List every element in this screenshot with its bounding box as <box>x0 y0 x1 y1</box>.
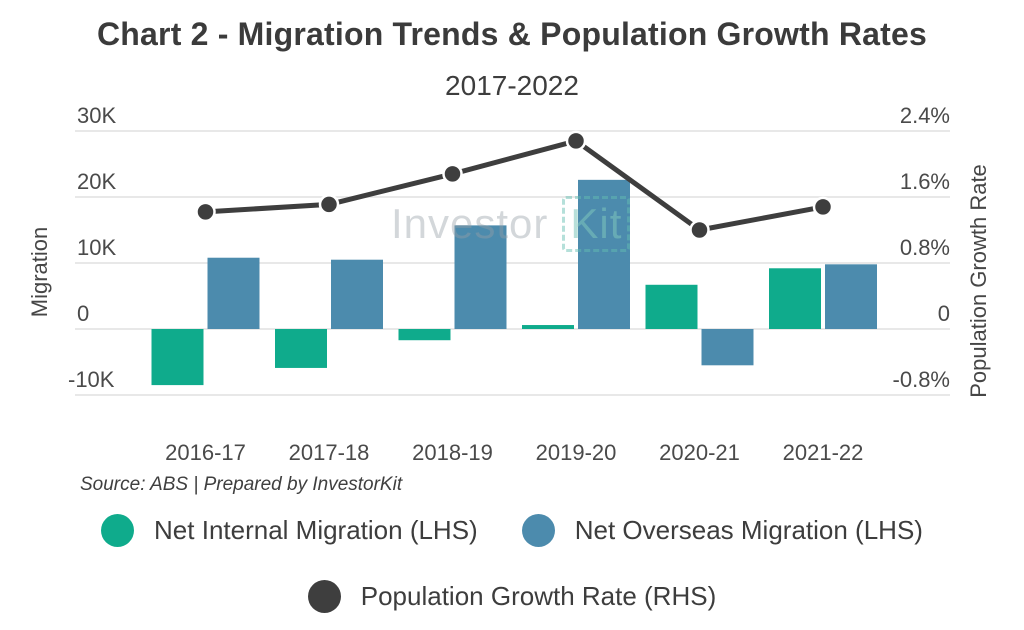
legend-label-growth: Population Growth Rate (RHS) <box>360 581 717 611</box>
chart-title: Chart 2 - Migration Trends & Population … <box>96 16 927 52</box>
right-axis-title: Population Growth Rate <box>966 164 991 398</box>
growth-rate-point-2018-19 <box>442 163 463 185</box>
watermark-investor-text: Investor <box>391 200 549 247</box>
bar-internal-migration-2016-17 <box>151 329 204 386</box>
growth-rate-point-2017-18 <box>318 194 340 215</box>
legend-item-overseas-migration: Net Overseas Migration (LHS) <box>521 514 923 547</box>
growth-rate-line <box>203 138 826 233</box>
growth-rate-point-2020-21 <box>689 219 710 241</box>
legend-row-2: Population Growth Rate (RHS) <box>0 580 1024 613</box>
legend-label-internal: Net Internal Migration (LHS) <box>154 515 478 545</box>
legend-row-1: Net Internal Migration (LHS) Net Oversea… <box>0 514 1024 547</box>
legend-item-growth-rate: Population Growth Rate (RHS) <box>307 580 717 613</box>
legend-item-internal-migration: Net Internal Migration (LHS) <box>101 514 478 547</box>
bar-overseas-migration-2017-18 <box>331 259 383 329</box>
legend-label-overseas: Net Overseas Migration (LHS) <box>574 515 923 545</box>
bar-internal-migration-2021-22 <box>769 268 821 329</box>
bar-overseas-migration-2021-22 <box>825 264 877 329</box>
bar-internal-migration-2019-20 <box>522 325 574 329</box>
watermark: Investor Kit <box>391 196 631 252</box>
chart-subtitle: 2017-2022 <box>445 70 579 101</box>
bar-overseas-migration-2019-20 <box>578 179 630 329</box>
growth-rate-point-2016-17 <box>195 201 216 223</box>
left-axis-title: Migration <box>27 226 52 318</box>
bar-internal-migration-2018-19 <box>398 329 451 341</box>
growth-rate-point-2021-22 <box>812 196 834 218</box>
legend-dot-internal-icon <box>101 514 135 547</box>
bar-overseas-migration-2018-19 <box>454 225 507 329</box>
growth-rate-point-2019-20 <box>565 130 587 152</box>
bar-internal-migration-2020-21 <box>645 284 698 329</box>
legend-dot-overseas-icon <box>521 514 555 547</box>
watermark-logo-icon: Kit <box>562 196 631 252</box>
watermark-kit-text: Kit <box>570 200 623 247</box>
legend-dot-growth-icon <box>307 580 341 613</box>
bar-overseas-migration-2016-17 <box>207 257 260 329</box>
bar-internal-migration-2017-18 <box>275 329 327 368</box>
source-note: Source: ABS | Prepared by InvestorKit <box>80 474 403 495</box>
bar-overseas-migration-2020-21 <box>701 329 754 366</box>
